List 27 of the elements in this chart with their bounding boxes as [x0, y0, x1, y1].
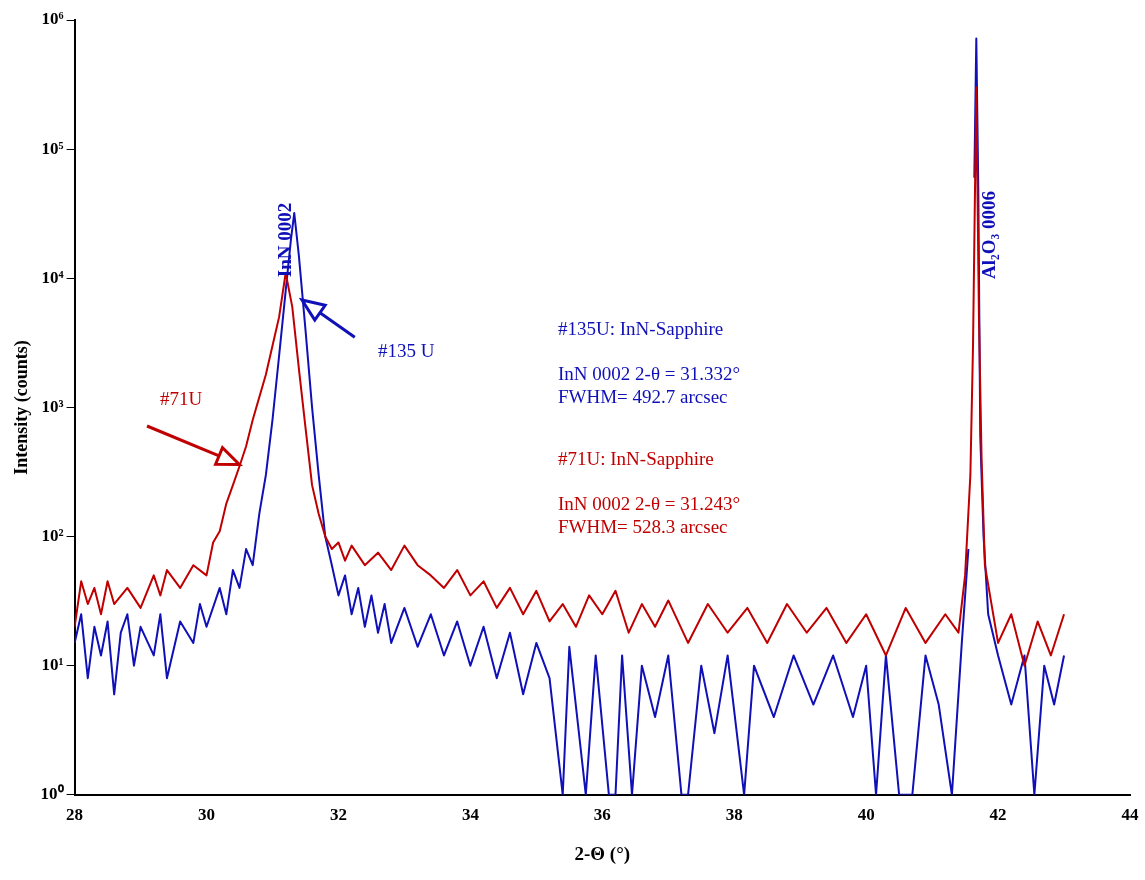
- x-tick-label: 36: [593, 805, 611, 825]
- x-tick-label: 30: [198, 805, 216, 825]
- annotation: FWHM= 492.7 arcsec: [558, 385, 728, 407]
- x-tick-label: 40: [857, 805, 875, 825]
- y-tick-label: 10³: [41, 396, 64, 416]
- annotation: Al₂O₃ 0006: [977, 191, 999, 279]
- annotation: FWHM= 528.3 arcsec: [558, 515, 728, 537]
- annotation: #135U: InN-Sapphire: [558, 317, 724, 339]
- y-tick-label: 10⁶: [41, 9, 64, 29]
- x-axis-title: 2-Θ (°): [574, 842, 631, 865]
- x-tick-label: 42: [989, 805, 1007, 825]
- annotation: #71U: InN-Sapphire: [558, 447, 714, 469]
- annotation: #135 U: [378, 339, 435, 361]
- y-axis-title: Intensity (counts): [11, 340, 33, 475]
- annotation: #71U: [160, 387, 203, 409]
- y-tick-label: 10⁰: [40, 784, 64, 804]
- y-tick-label: 10²: [41, 525, 64, 545]
- x-tick-label: 32: [329, 805, 347, 825]
- y-tick-label: 10⁵: [41, 138, 64, 158]
- y-tick-label: 10⁴: [41, 267, 64, 287]
- x-tick-label: 38: [725, 805, 743, 825]
- y-tick-label: 10¹: [41, 655, 64, 675]
- x-tick-label: 28: [66, 805, 84, 825]
- annotation: InN 0002 2-θ = 31.243°: [558, 492, 741, 514]
- x-tick-label: 44: [1121, 805, 1139, 825]
- x-tick-label: 34: [461, 805, 480, 825]
- annotation: InN 0002 2-θ = 31.332°: [558, 362, 741, 384]
